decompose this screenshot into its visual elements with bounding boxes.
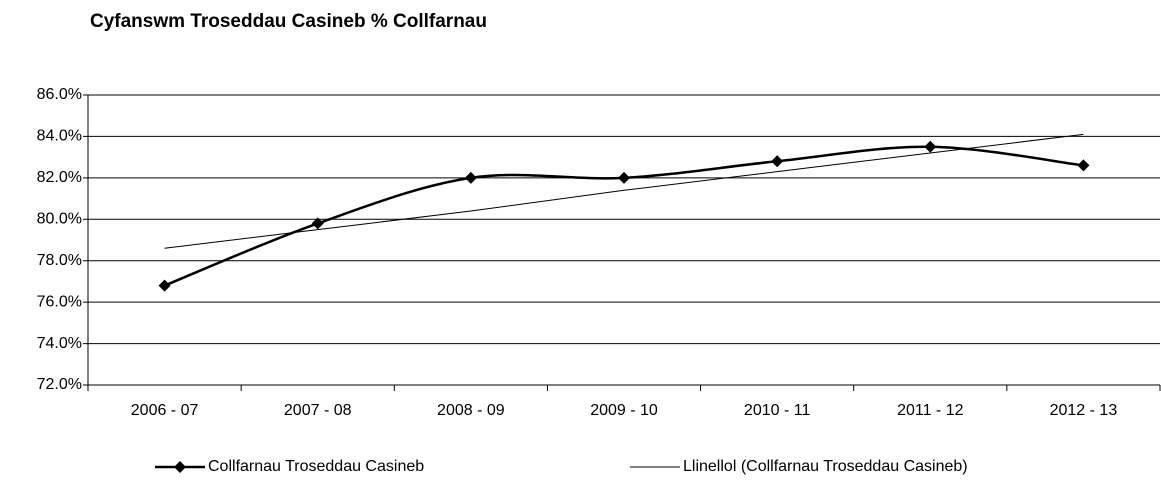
y-tick-label: 74.0% — [37, 335, 82, 352]
trend-line — [164, 133, 1084, 249]
y-tick-label: 78.0% — [37, 252, 82, 269]
x-tick-label: 2006 - 07 — [131, 402, 199, 419]
chart-title: Cyfanswm Troseddau Casineb % Collfarnau — [90, 11, 487, 32]
marker — [924, 140, 937, 153]
y-tick-label: 86.0% — [37, 86, 82, 103]
legend-label: Llinellol (Collfarnau Troseddau Casineb) — [683, 458, 968, 475]
x-tick-label: 2007 - 08 — [284, 402, 352, 419]
marker — [158, 279, 171, 292]
marker — [464, 171, 477, 184]
x-tick-label: 2012 - 13 — [1050, 402, 1118, 419]
marker — [1077, 159, 1090, 172]
marker — [771, 155, 784, 168]
marker — [618, 171, 630, 184]
y-tick-label: 84.0% — [37, 128, 82, 145]
y-tick-label: 76.0% — [37, 293, 82, 310]
x-tick-label: 2009 - 10 — [590, 402, 658, 419]
marker — [311, 217, 324, 230]
legend-label: Collfarnau Troseddau Casineb — [208, 458, 424, 475]
y-tick-label: 82.0% — [37, 169, 82, 186]
y-tick-label: 80.0% — [37, 211, 82, 228]
legend-marker — [174, 461, 186, 473]
data-line — [164, 145, 1084, 287]
x-tick-label: 2010 - 11 — [744, 402, 811, 419]
y-tick-label: 72.0% — [37, 376, 82, 393]
x-tick-label: 2008 - 09 — [437, 402, 505, 419]
x-tick-label: 2011 - 12 — [897, 402, 964, 419]
